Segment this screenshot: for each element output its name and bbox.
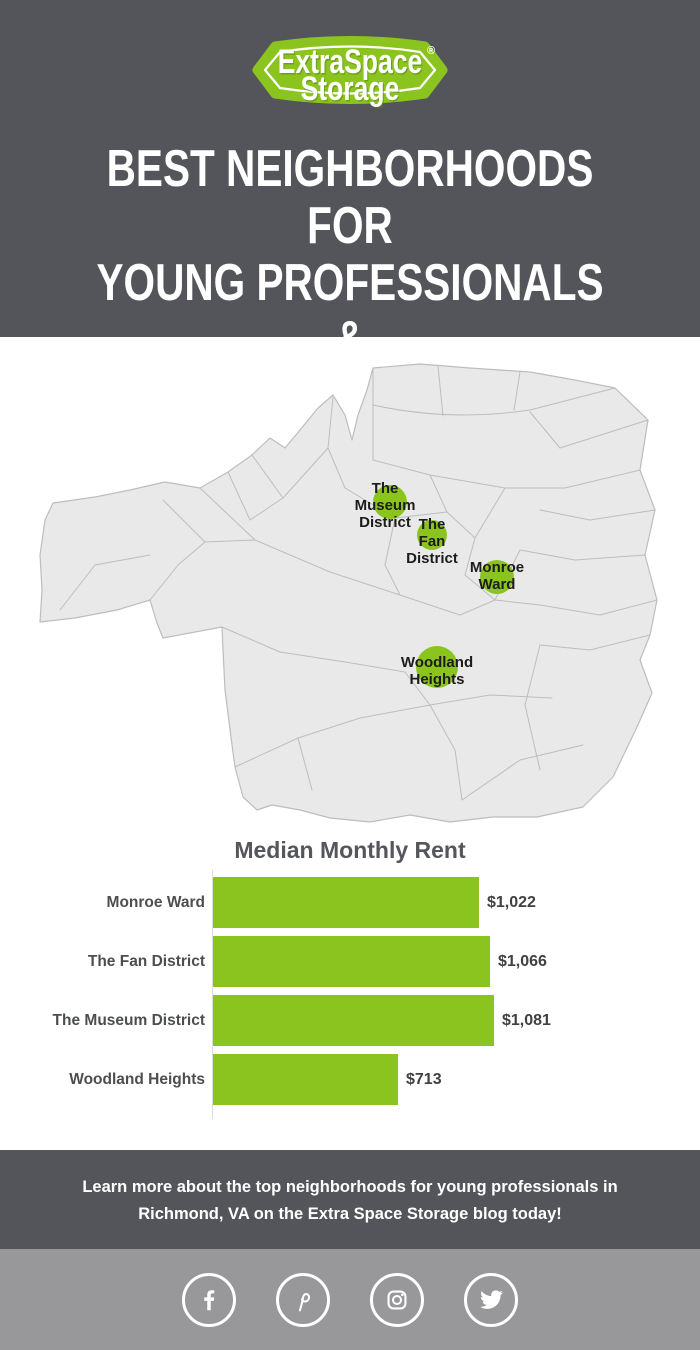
rent-chart-section: Median Monthly Rent Monroe Ward $1,022 The…	[0, 830, 700, 1150]
chart-row-2: The Fan District $1,066	[0, 936, 700, 987]
chart-bar	[213, 936, 490, 987]
logo-text-shadow-2: Storage	[302, 71, 401, 109]
chart-category-label: Monroe Ward	[106, 893, 205, 911]
chart-bar	[213, 995, 494, 1046]
page-title: BEST NEIGHBORHOODS FOR YOUNG PROFESSIONA…	[77, 140, 623, 338]
chart-track: $713	[213, 1054, 700, 1105]
map-marker-museum-district	[373, 485, 407, 519]
chart-track: $1,066	[213, 936, 700, 987]
map-marker-label-woodland-heights: Woodland Heights	[401, 654, 473, 688]
twitter-button[interactable]	[464, 1272, 518, 1327]
page-title-line1: BEST NEIGHBORHOODS FOR	[106, 140, 594, 255]
map-marker-woodland-heights	[416, 646, 458, 688]
logo-inner-border	[263, 45, 437, 95]
chart-category-label: Woodland Heights	[69, 1070, 205, 1088]
cta-footer: Learn more about the top neighborhoods f…	[0, 1150, 700, 1249]
logo-text-shadow-1: ExtraSpace	[279, 44, 423, 82]
cta-text-line1: Learn more about the top neighborhoods f…	[82, 1178, 618, 1196]
map-marker-label-museum-district: The Museum District	[355, 480, 416, 531]
social-bar	[0, 1249, 700, 1350]
city-boundary	[39, 363, 658, 823]
registered-trademark: ®	[427, 45, 435, 57]
chart-value-label: $1,022	[487, 893, 536, 911]
page-title-line2: YOUNG PROFESSIONALS &	[96, 254, 604, 338]
chart-title: Median Monthly Rent	[234, 837, 466, 863]
rent-bar-chart: Monroe Ward $1,022 The Fan District $1,066 T…	[0, 870, 700, 1119]
logo-text-line2: Storage	[301, 70, 400, 108]
cta-text-line2: Richmond, VA on the Extra Space Storage …	[138, 1205, 562, 1223]
map-marker-monroe-ward	[480, 560, 514, 594]
chart-value-label: $713	[406, 1070, 442, 1088]
logo-badge-shape	[252, 36, 448, 104]
chart-bar	[213, 877, 479, 928]
header: ExtraSpace ExtraSpace Storage Storage ® …	[0, 0, 700, 337]
map-marker-label-monroe-ward: Monroe Ward	[470, 559, 524, 593]
map-marker-label-fan-district: The Fan District	[406, 516, 458, 567]
pinterest-icon	[298, 1292, 311, 1311]
facebook-button[interactable]	[182, 1272, 236, 1327]
logo-text-line1: ExtraSpace	[278, 43, 422, 81]
chart-value-label: $1,081	[502, 1011, 551, 1029]
richmond-neighborhoods-map: The Museum District The Fan District Monroe War…	[39, 363, 658, 823]
chart-track: $1,022	[213, 877, 700, 928]
instagram-icon	[387, 1290, 407, 1309]
map-markers: The Museum District The Fan District Monroe War…	[355, 480, 524, 688]
chart-row-1: Monroe Ward $1,022	[0, 877, 700, 928]
instagram-button[interactable]	[370, 1272, 424, 1327]
map-marker-fan-district	[417, 520, 447, 550]
facebook-icon	[204, 1289, 215, 1310]
extra-space-storage-logo: ExtraSpace ExtraSpace Storage Storage ®	[252, 36, 448, 109]
chart-row-4: Woodland Heights $713	[0, 1054, 700, 1105]
chart-axis-line	[212, 870, 213, 1119]
chart-track: $1,081	[213, 995, 700, 1046]
chart-category-label: The Fan District	[87, 952, 205, 970]
chart-category-label: The Museum District	[52, 1011, 205, 1029]
map-section: The Museum District The Fan District Monroe War…	[0, 337, 700, 830]
twitter-icon	[480, 1289, 503, 1309]
chart-bar	[213, 1054, 398, 1105]
chart-row-3: The Museum District $1,081	[0, 995, 700, 1046]
neighborhood-borders	[59, 365, 658, 801]
pinterest-button[interactable]	[276, 1272, 330, 1327]
chart-value-label: $1,066	[498, 952, 547, 970]
